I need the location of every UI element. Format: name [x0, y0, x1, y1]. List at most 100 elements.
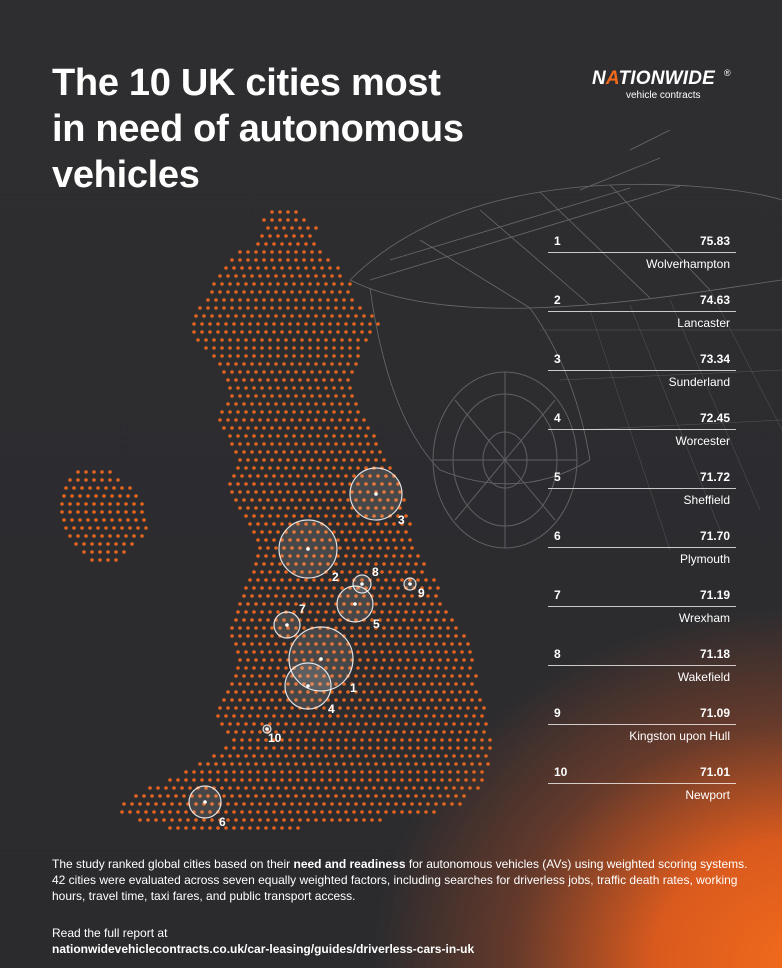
map-dot	[258, 674, 262, 678]
map-dot	[430, 602, 434, 606]
map-dot	[304, 330, 308, 334]
map-dot	[184, 826, 188, 830]
map-dot	[68, 510, 72, 514]
map-dot	[386, 674, 390, 678]
map-dot	[230, 394, 234, 398]
map-dot	[300, 514, 304, 518]
map-dot	[344, 738, 348, 742]
map-dot	[112, 526, 116, 530]
map-dot	[200, 770, 204, 774]
map-dot	[422, 626, 426, 630]
map-dot	[420, 722, 424, 726]
map-dot	[316, 354, 320, 358]
map-dot	[220, 354, 224, 358]
city-marker-rank-label: 10	[268, 731, 282, 745]
ranking-list: 1 75.83 Wolverhampton 2 74.63 Lancaster 3 73.34…	[546, 226, 736, 816]
map-dot	[92, 534, 96, 538]
map-dot	[252, 610, 256, 614]
map-dot	[268, 650, 272, 654]
map-dot	[370, 706, 374, 710]
rank-score: 71.72	[699, 470, 730, 484]
map-dot	[294, 258, 298, 262]
map-dot	[390, 506, 394, 510]
map-dot	[410, 594, 414, 598]
map-dot	[286, 258, 290, 262]
map-dot	[330, 618, 334, 622]
map-dot	[274, 802, 278, 806]
map-dot	[380, 786, 384, 790]
map-dot	[314, 642, 318, 646]
map-dot	[244, 610, 248, 614]
map-dot	[260, 786, 264, 790]
map-dot	[314, 418, 318, 422]
map-dot	[266, 498, 270, 502]
map-dot	[224, 322, 228, 326]
map-dot	[314, 274, 318, 278]
map-dot	[338, 274, 342, 278]
map-dot	[264, 266, 268, 270]
map-dot	[448, 770, 452, 774]
report-url-link[interactable]: nationwidevehiclecontracts.co.uk/car-lea…	[52, 942, 475, 956]
map-dot	[456, 746, 460, 750]
map-dot	[292, 570, 296, 574]
rank-city: Sunderland	[668, 375, 730, 389]
map-dot	[382, 626, 386, 630]
map-dot	[438, 626, 442, 630]
map-dot	[262, 394, 266, 398]
map-dot	[232, 330, 236, 334]
map-dot	[80, 526, 84, 530]
map-dot	[304, 554, 308, 558]
map-dot	[414, 626, 418, 630]
map-dot	[318, 762, 322, 766]
map-dot	[256, 778, 260, 782]
map-dot	[430, 682, 434, 686]
map-dot	[278, 602, 282, 606]
map-dot	[286, 634, 290, 638]
map-dot	[274, 498, 278, 502]
map-dot	[212, 354, 216, 358]
map-dot	[352, 538, 356, 542]
map-dot	[370, 818, 374, 822]
map-dot	[320, 322, 324, 326]
map-dot	[350, 562, 354, 566]
map-dot	[404, 666, 408, 670]
map-dot	[386, 642, 390, 646]
map-dot	[310, 762, 314, 766]
map-dot	[442, 730, 446, 734]
map-dot	[416, 746, 420, 750]
map-dot	[224, 826, 228, 830]
map-dot	[348, 482, 352, 486]
map-dot	[308, 346, 312, 350]
map-dot	[422, 634, 426, 638]
map-dot	[326, 306, 330, 310]
map-dot	[270, 794, 274, 798]
map-dot	[428, 586, 432, 590]
map-dot	[282, 274, 286, 278]
map-dot	[320, 738, 324, 742]
rank-row: 8 71.18 Wakefield	[546, 639, 736, 698]
map-dot	[338, 642, 342, 646]
map-dot	[364, 338, 368, 342]
map-dot	[388, 786, 392, 790]
map-dot	[476, 722, 480, 726]
map-dot	[134, 794, 138, 798]
map-dot	[294, 458, 298, 462]
map-dot	[304, 770, 308, 774]
map-dot	[316, 586, 320, 590]
map-dot	[280, 554, 284, 558]
map-dot	[408, 578, 412, 582]
map-dot	[222, 298, 226, 302]
map-dot	[418, 690, 422, 694]
map-dot	[380, 722, 384, 726]
map-dot	[224, 330, 228, 334]
map-dot	[436, 786, 440, 790]
map-dot	[74, 542, 78, 546]
map-dot	[254, 258, 258, 262]
map-dot	[124, 534, 128, 538]
map-dot	[404, 570, 408, 574]
map-dot	[396, 722, 400, 726]
map-dot	[274, 594, 278, 598]
map-dot	[358, 426, 362, 430]
map-dot	[250, 802, 254, 806]
map-dot	[322, 290, 326, 294]
